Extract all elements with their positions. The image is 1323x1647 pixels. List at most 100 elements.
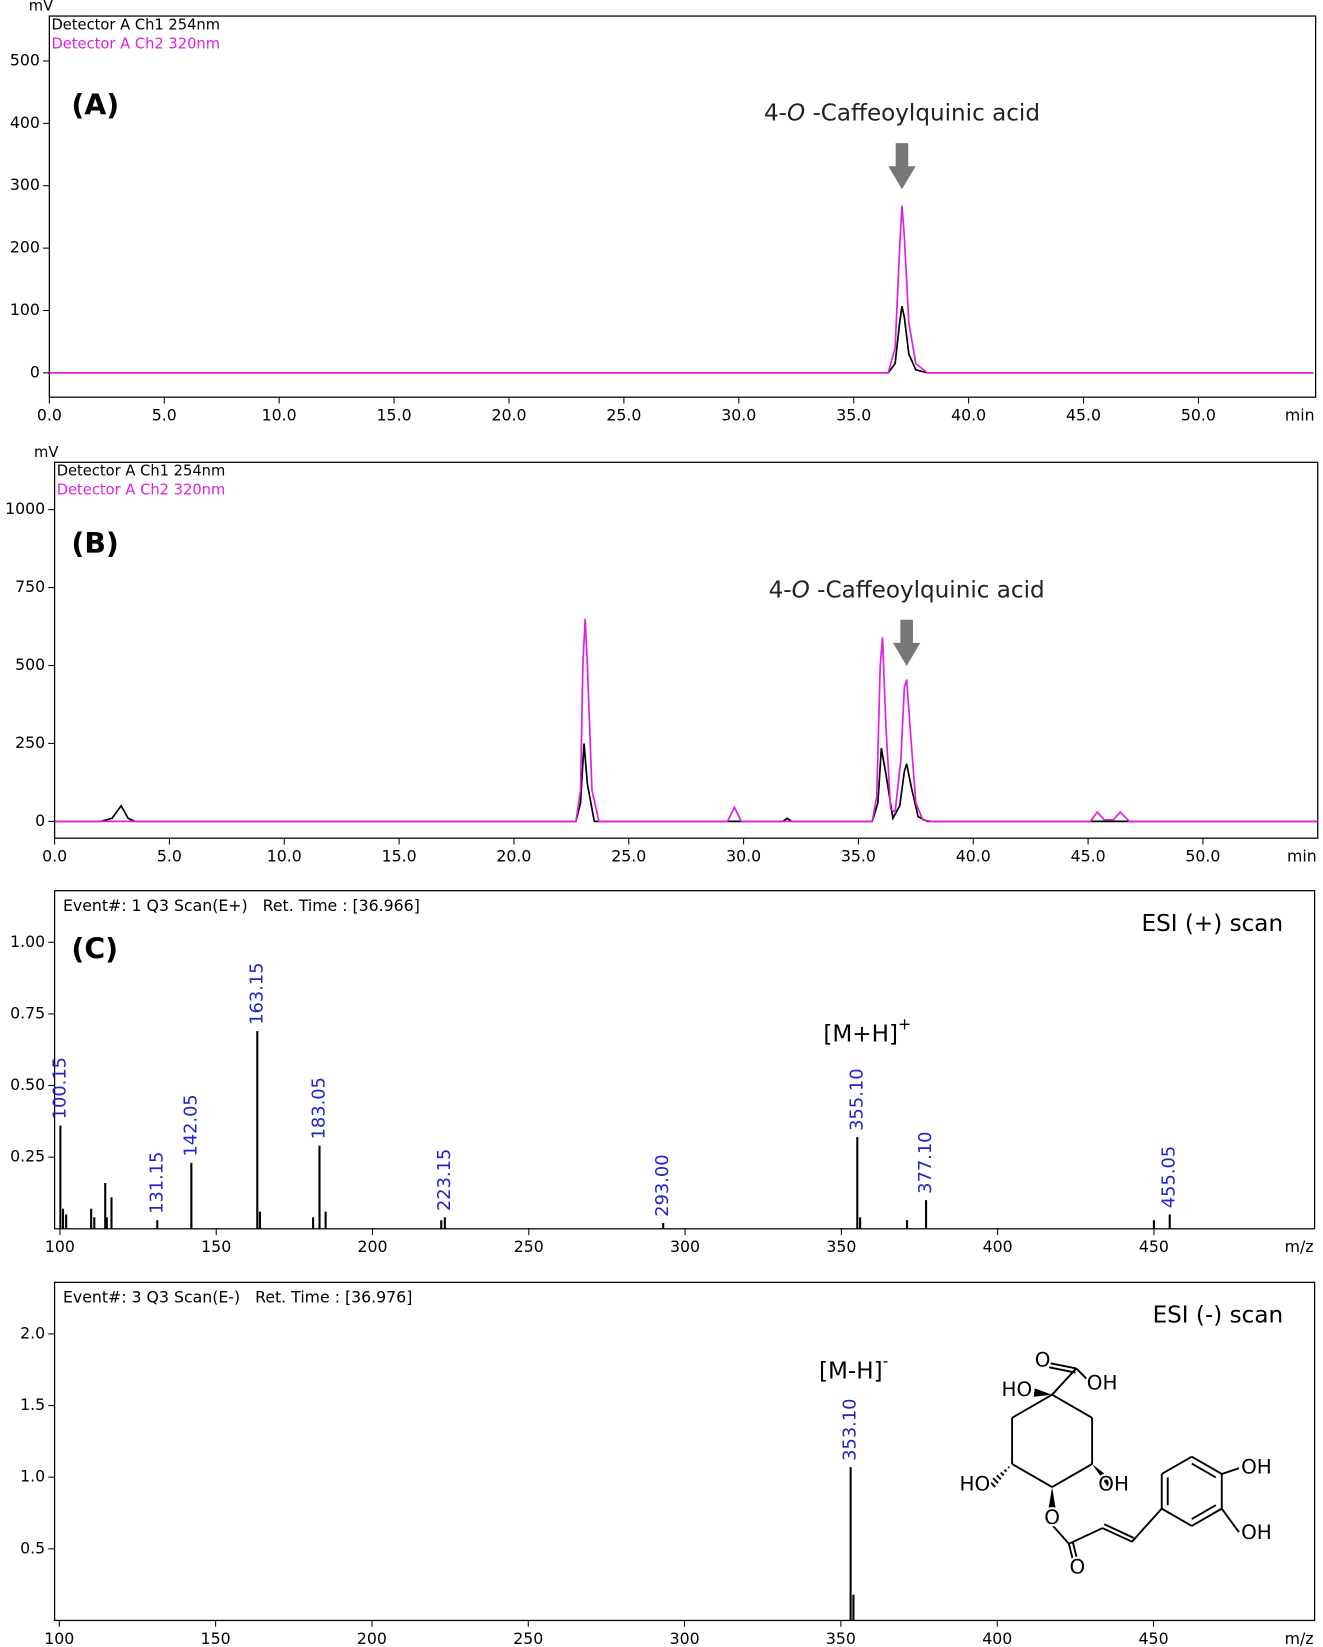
event-info: Event#: 1 Q3 Scan(E+) Ret. Time : [36.96…: [63, 896, 420, 915]
x-tick-label: 25.0: [611, 847, 646, 866]
x-tick-label: 400: [983, 1237, 1013, 1256]
structure-label: OH: [1241, 1455, 1272, 1479]
trace: [54, 743, 1318, 823]
bond: [1007, 1466, 1010, 1469]
x-tick-label: 35.0: [841, 847, 876, 866]
x-tick-label: 20.0: [491, 406, 526, 425]
annotation-part: -Caffeoylquinic acid: [805, 100, 1040, 126]
peak-label: 455.05: [1159, 1146, 1180, 1208]
y-tick-label: 100: [10, 300, 40, 319]
x-tick-label: 100: [44, 1629, 74, 1647]
bond: [988, 1480, 996, 1488]
x-tick-label: 45.0: [1066, 406, 1101, 425]
x-tick-label: 20.0: [496, 847, 531, 866]
structure-label: O: [1044, 1505, 1060, 1529]
ion-text: [M-H]: [819, 1358, 883, 1384]
bond: [1011, 1393, 1053, 1419]
x-tick-label: 450: [1139, 1629, 1169, 1647]
x-tick-label: 35.0: [836, 406, 871, 425]
y-tick-label: 0.25: [10, 1147, 45, 1166]
x-tick-label: 300: [670, 1237, 700, 1256]
structure-label: O: [1035, 1348, 1051, 1372]
plot-frame: [53, 890, 1316, 1230]
peak-label: 223.15: [434, 1149, 455, 1211]
y-tick-label: 1000: [5, 499, 45, 518]
y-tick-label: 300: [10, 175, 40, 194]
trace: [54, 618, 1318, 823]
bond: [1048, 1366, 1076, 1374]
x-tick-label: 350: [826, 1629, 856, 1647]
bond: [1000, 1471, 1005, 1477]
bond: [1003, 1468, 1008, 1473]
bond: [1067, 1543, 1075, 1561]
bond: [1102, 1527, 1133, 1543]
x-tick-label: 50.0: [1185, 847, 1220, 866]
x-tick-label: 30.0: [726, 847, 761, 866]
x-axis-label: m/z: [1285, 1629, 1314, 1647]
bond: [1075, 1367, 1091, 1383]
bond: [1191, 1504, 1217, 1520]
bond: [1051, 1524, 1070, 1545]
x-axis-label: m/z: [1285, 1237, 1314, 1256]
legend-entry: Detector A Ch2 320nm: [51, 35, 220, 52]
y-tick-label: 250: [15, 733, 45, 752]
y-tick-label: 500: [10, 50, 40, 69]
arrow: [893, 619, 921, 666]
x-tick-label: 150: [201, 1237, 231, 1256]
y-tick-label: 400: [10, 113, 40, 132]
x-tick-label: 0.0: [42, 847, 67, 866]
y-tick-label: 0: [30, 362, 40, 381]
ion-text: [M+H]: [823, 1021, 898, 1047]
legend-entry: Detector A Ch1 254nm: [57, 463, 226, 480]
legend-entry: Detector A Ch1 254nm: [51, 17, 220, 34]
x-tick-label: 250: [514, 1237, 544, 1256]
x-tick-label: 100: [45, 1237, 75, 1256]
y-tick-label: 2.0: [20, 1323, 45, 1342]
y-tick-label: 1.00: [10, 932, 45, 951]
bond: [1072, 1542, 1079, 1560]
structure-label: O: [1069, 1554, 1085, 1578]
bond: [1220, 1508, 1240, 1533]
legend-entry: Detector A Ch2 320nm: [57, 482, 226, 499]
panel-label: (A): [71, 88, 119, 121]
peak-label: 377.10: [915, 1131, 936, 1193]
x-tick-label: 40.0: [951, 406, 986, 425]
structure-label: OH: [1098, 1472, 1129, 1496]
annotation-part: 4-: [769, 577, 792, 603]
bond: [1161, 1455, 1193, 1475]
bond: [1068, 1527, 1103, 1545]
x-tick-label: 150: [201, 1629, 231, 1647]
annotation: 4-O -Caffeoylquinic acid: [764, 100, 1040, 126]
x-axis-label: min: [1287, 847, 1317, 866]
structure-label: HO: [959, 1472, 990, 1496]
bond: [1051, 1393, 1093, 1419]
scan-mode: ESI (-) scan: [1153, 1302, 1284, 1328]
bond: [1103, 1523, 1135, 1539]
peak-label: 131.15: [146, 1152, 167, 1214]
event-info: Event#: 3 Q3 Scan(E-) Ret. Time : [36.97…: [63, 1288, 412, 1307]
peak-label: 100.15: [49, 1057, 70, 1119]
x-tick-label: 300: [670, 1629, 700, 1647]
peak-label: 183.05: [309, 1077, 330, 1139]
ion-charge: -: [883, 1352, 889, 1371]
peak-label: 353.10: [840, 1398, 861, 1460]
x-tick-label: 5.0: [152, 406, 177, 425]
structure-label: OH: [1087, 1371, 1118, 1395]
peak-label: 142.05: [180, 1094, 201, 1156]
peak-label: 163.15: [246, 962, 267, 1024]
wedge-bond: [1033, 1388, 1053, 1397]
annotation: 4-O -Caffeoylquinic acid: [769, 577, 1045, 603]
x-tick-label: 5.0: [157, 847, 182, 866]
ion-charge: +: [898, 1015, 911, 1034]
bond: [996, 1474, 1002, 1480]
y-tick-label: 0.75: [10, 1003, 45, 1022]
x-axis-label: min: [1285, 406, 1315, 425]
y-axis-label: mV: [29, 0, 53, 15]
x-tick-label: 10.0: [267, 847, 302, 866]
annotation-part: -Caffeoylquinic acid: [810, 577, 1045, 603]
x-tick-label: 10.0: [262, 406, 297, 425]
x-tick-label: 15.0: [382, 847, 417, 866]
y-axis-label: mV: [34, 444, 58, 461]
x-tick-label: 50.0: [1181, 406, 1216, 425]
